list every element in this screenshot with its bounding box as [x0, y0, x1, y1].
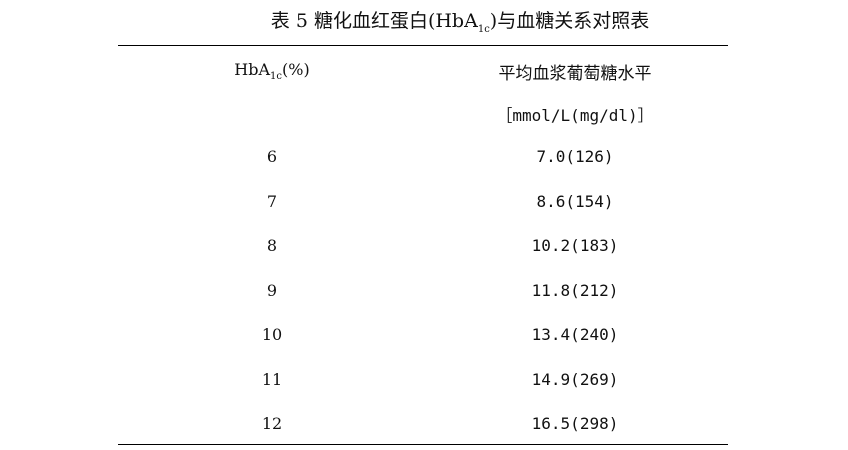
- header-hba1c-text: HbA: [234, 60, 271, 79]
- bottom-rule: [118, 444, 728, 445]
- header-hba1c: HbA1c(%): [234, 60, 309, 82]
- title-subscript: 1c: [477, 23, 490, 35]
- cell-glucose: 7.0(126): [536, 147, 614, 166]
- header-hba1c-unit: (%): [282, 60, 310, 79]
- cell-hba1c: 10: [261, 325, 283, 344]
- header-hba1c-subscript: 1c: [270, 71, 283, 83]
- header-glucose: 平均血浆葡萄糖水平: [498, 64, 652, 84]
- cell-hba1c: 6: [266, 147, 278, 166]
- cell-glucose: 11.8(212): [531, 280, 619, 300]
- header-glucose-unit: ［mmol/L(mg/dl)］: [496, 106, 654, 125]
- title-text: 表 5 糖化血红蛋白(HbA: [270, 10, 478, 32]
- cell-hba1c: 11: [261, 369, 283, 389]
- cell-hba1c: 9: [266, 280, 278, 300]
- cell-glucose: 8.6(154): [536, 191, 614, 211]
- cell-glucose: 13.4(240): [531, 325, 619, 344]
- cell-hba1c: 8: [266, 236, 278, 255]
- cell-glucose: 16.5(298): [531, 414, 619, 433]
- cell-glucose: 10.2(183): [531, 236, 619, 255]
- cell-hba1c: 12: [261, 414, 283, 433]
- title-text-suffix: )与血糖关系对照表: [489, 10, 650, 32]
- cell-glucose: 14.9(269): [531, 369, 619, 389]
- table-title: 表 5 糖化血红蛋白(HbA1c)与血糖关系对照表: [0, 6, 848, 35]
- top-rule: [118, 45, 728, 46]
- cell-hba1c: 7: [266, 191, 278, 211]
